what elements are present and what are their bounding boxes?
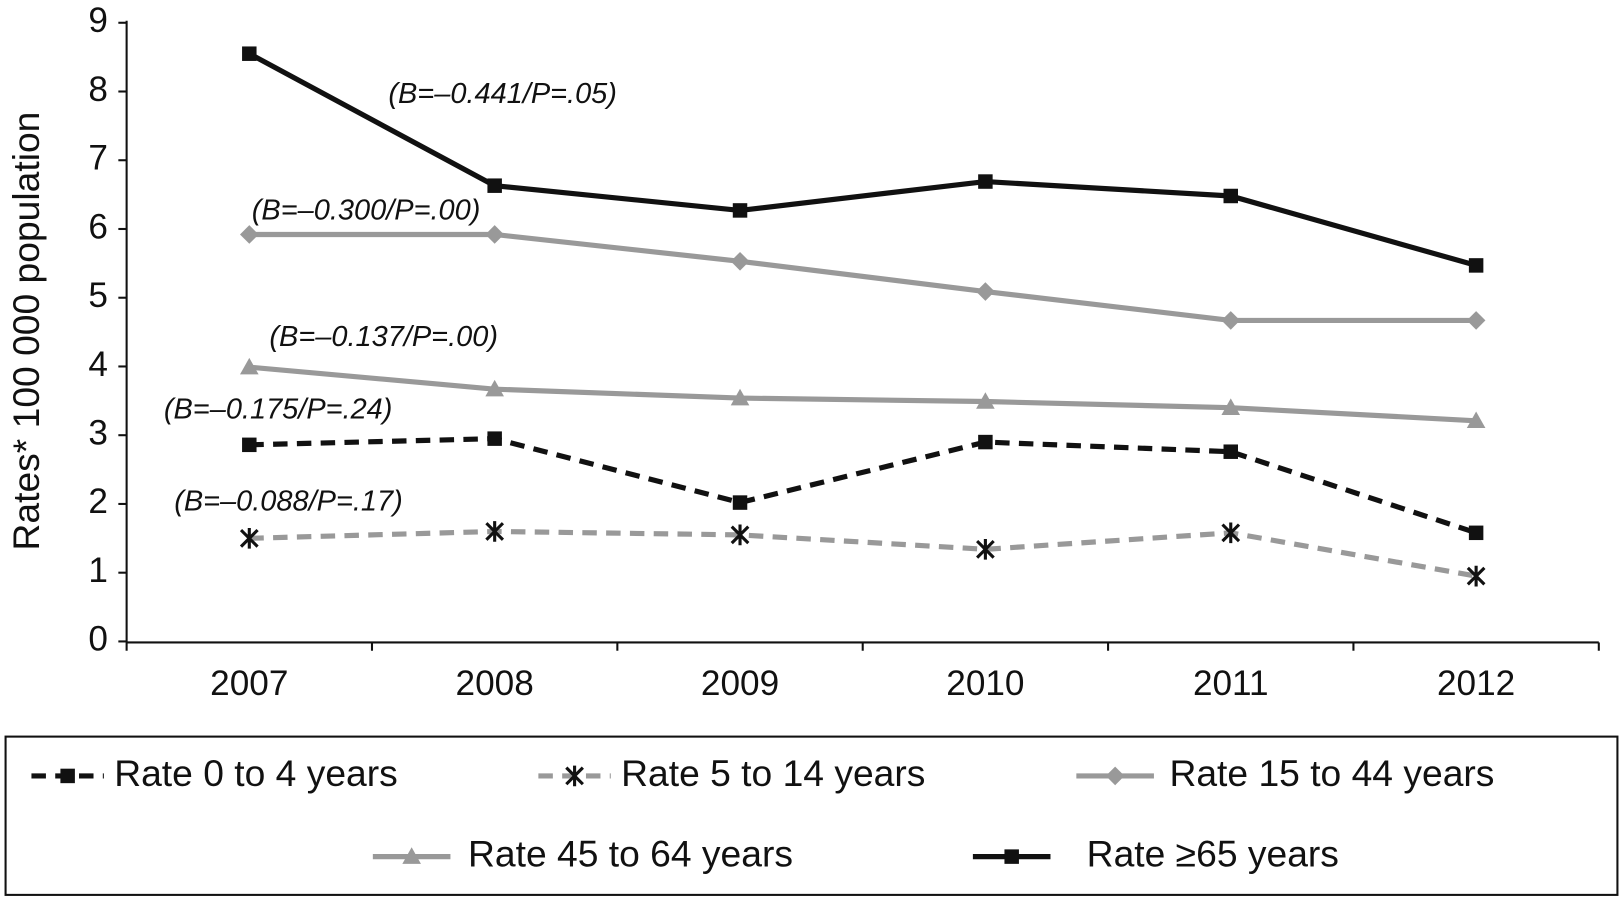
y-tick-label: 9 (88, 1, 108, 40)
x-tick-label: 2012 (1437, 664, 1515, 703)
point-marker (976, 282, 995, 301)
y-axis-label: Rates* 100 000 population (5, 112, 47, 551)
point-marker (732, 495, 748, 510)
x-tick-label: 2007 (210, 664, 288, 703)
point-marker (730, 251, 750, 271)
point-marker (485, 521, 505, 542)
annotation: (B=–0.441/P=.05) (388, 78, 617, 110)
annotation: (B=–0.137/P=.00) (269, 321, 498, 353)
point-marker (1223, 444, 1238, 459)
x-tick-label: 2010 (946, 664, 1024, 703)
annotation: (B=–0.088/P=.17) (174, 485, 403, 517)
point-marker (242, 46, 257, 61)
point-marker (730, 388, 750, 406)
legend-label: Rate ≥65 years (1087, 832, 1339, 874)
point-marker (1221, 311, 1241, 330)
x-tick-label: 2008 (456, 664, 534, 703)
x-tick-label: 2011 (1193, 664, 1269, 703)
y-tick-label: 4 (88, 345, 108, 384)
point-marker (1223, 188, 1238, 204)
y-tick-label: 0 (88, 620, 108, 659)
legend-label: Rate 15 to 44 years (1169, 752, 1494, 794)
point-marker (239, 527, 259, 549)
point-marker (1221, 522, 1241, 544)
series-line (249, 528, 1477, 579)
y-tick-label: 1 (88, 551, 108, 590)
point-marker (732, 203, 748, 218)
series-line (249, 231, 1477, 323)
point-marker (485, 379, 504, 397)
point-marker (730, 524, 750, 546)
point-marker (239, 357, 259, 375)
y-tick-label: 3 (88, 414, 108, 453)
point-marker (976, 538, 995, 560)
legend-box (4, 735, 1619, 896)
point-marker (242, 437, 257, 453)
y-tick-label: 5 (88, 276, 108, 315)
annotation: (B=–0.300/P=.00) (252, 195, 481, 227)
point-marker (1221, 398, 1241, 415)
y-tick-label: 8 (88, 70, 108, 109)
legend-label: Rate 45 to 64 years (468, 832, 793, 874)
y-tick-label: 7 (88, 139, 108, 178)
point-marker (402, 847, 421, 864)
series-line (248, 51, 1477, 268)
series-line (249, 436, 1477, 536)
point-marker (565, 765, 584, 787)
x-tick-label: 2009 (701, 664, 779, 703)
point-marker (978, 434, 993, 450)
point-marker (485, 225, 504, 244)
point-marker (1105, 766, 1125, 786)
y-tick-label: 2 (88, 482, 108, 521)
point-marker (1466, 565, 1486, 587)
legend-label: Rate 5 to 14 years (621, 752, 925, 794)
legend-label: Rate 0 to 4 years (114, 752, 398, 794)
y-tick-label: 6 (88, 207, 108, 246)
series-line (249, 364, 1477, 424)
point-marker (487, 431, 502, 446)
point-marker (1004, 849, 1019, 864)
point-marker (1466, 411, 1486, 429)
point-marker (1468, 258, 1484, 273)
point-marker (487, 178, 502, 193)
point-marker (239, 225, 259, 244)
point-marker (976, 392, 995, 409)
point-marker (1466, 311, 1486, 330)
point-marker (60, 768, 75, 784)
annotation: (B=–0.175/P=.24) (164, 393, 393, 425)
point-marker (1468, 525, 1484, 541)
point-marker (978, 174, 993, 189)
